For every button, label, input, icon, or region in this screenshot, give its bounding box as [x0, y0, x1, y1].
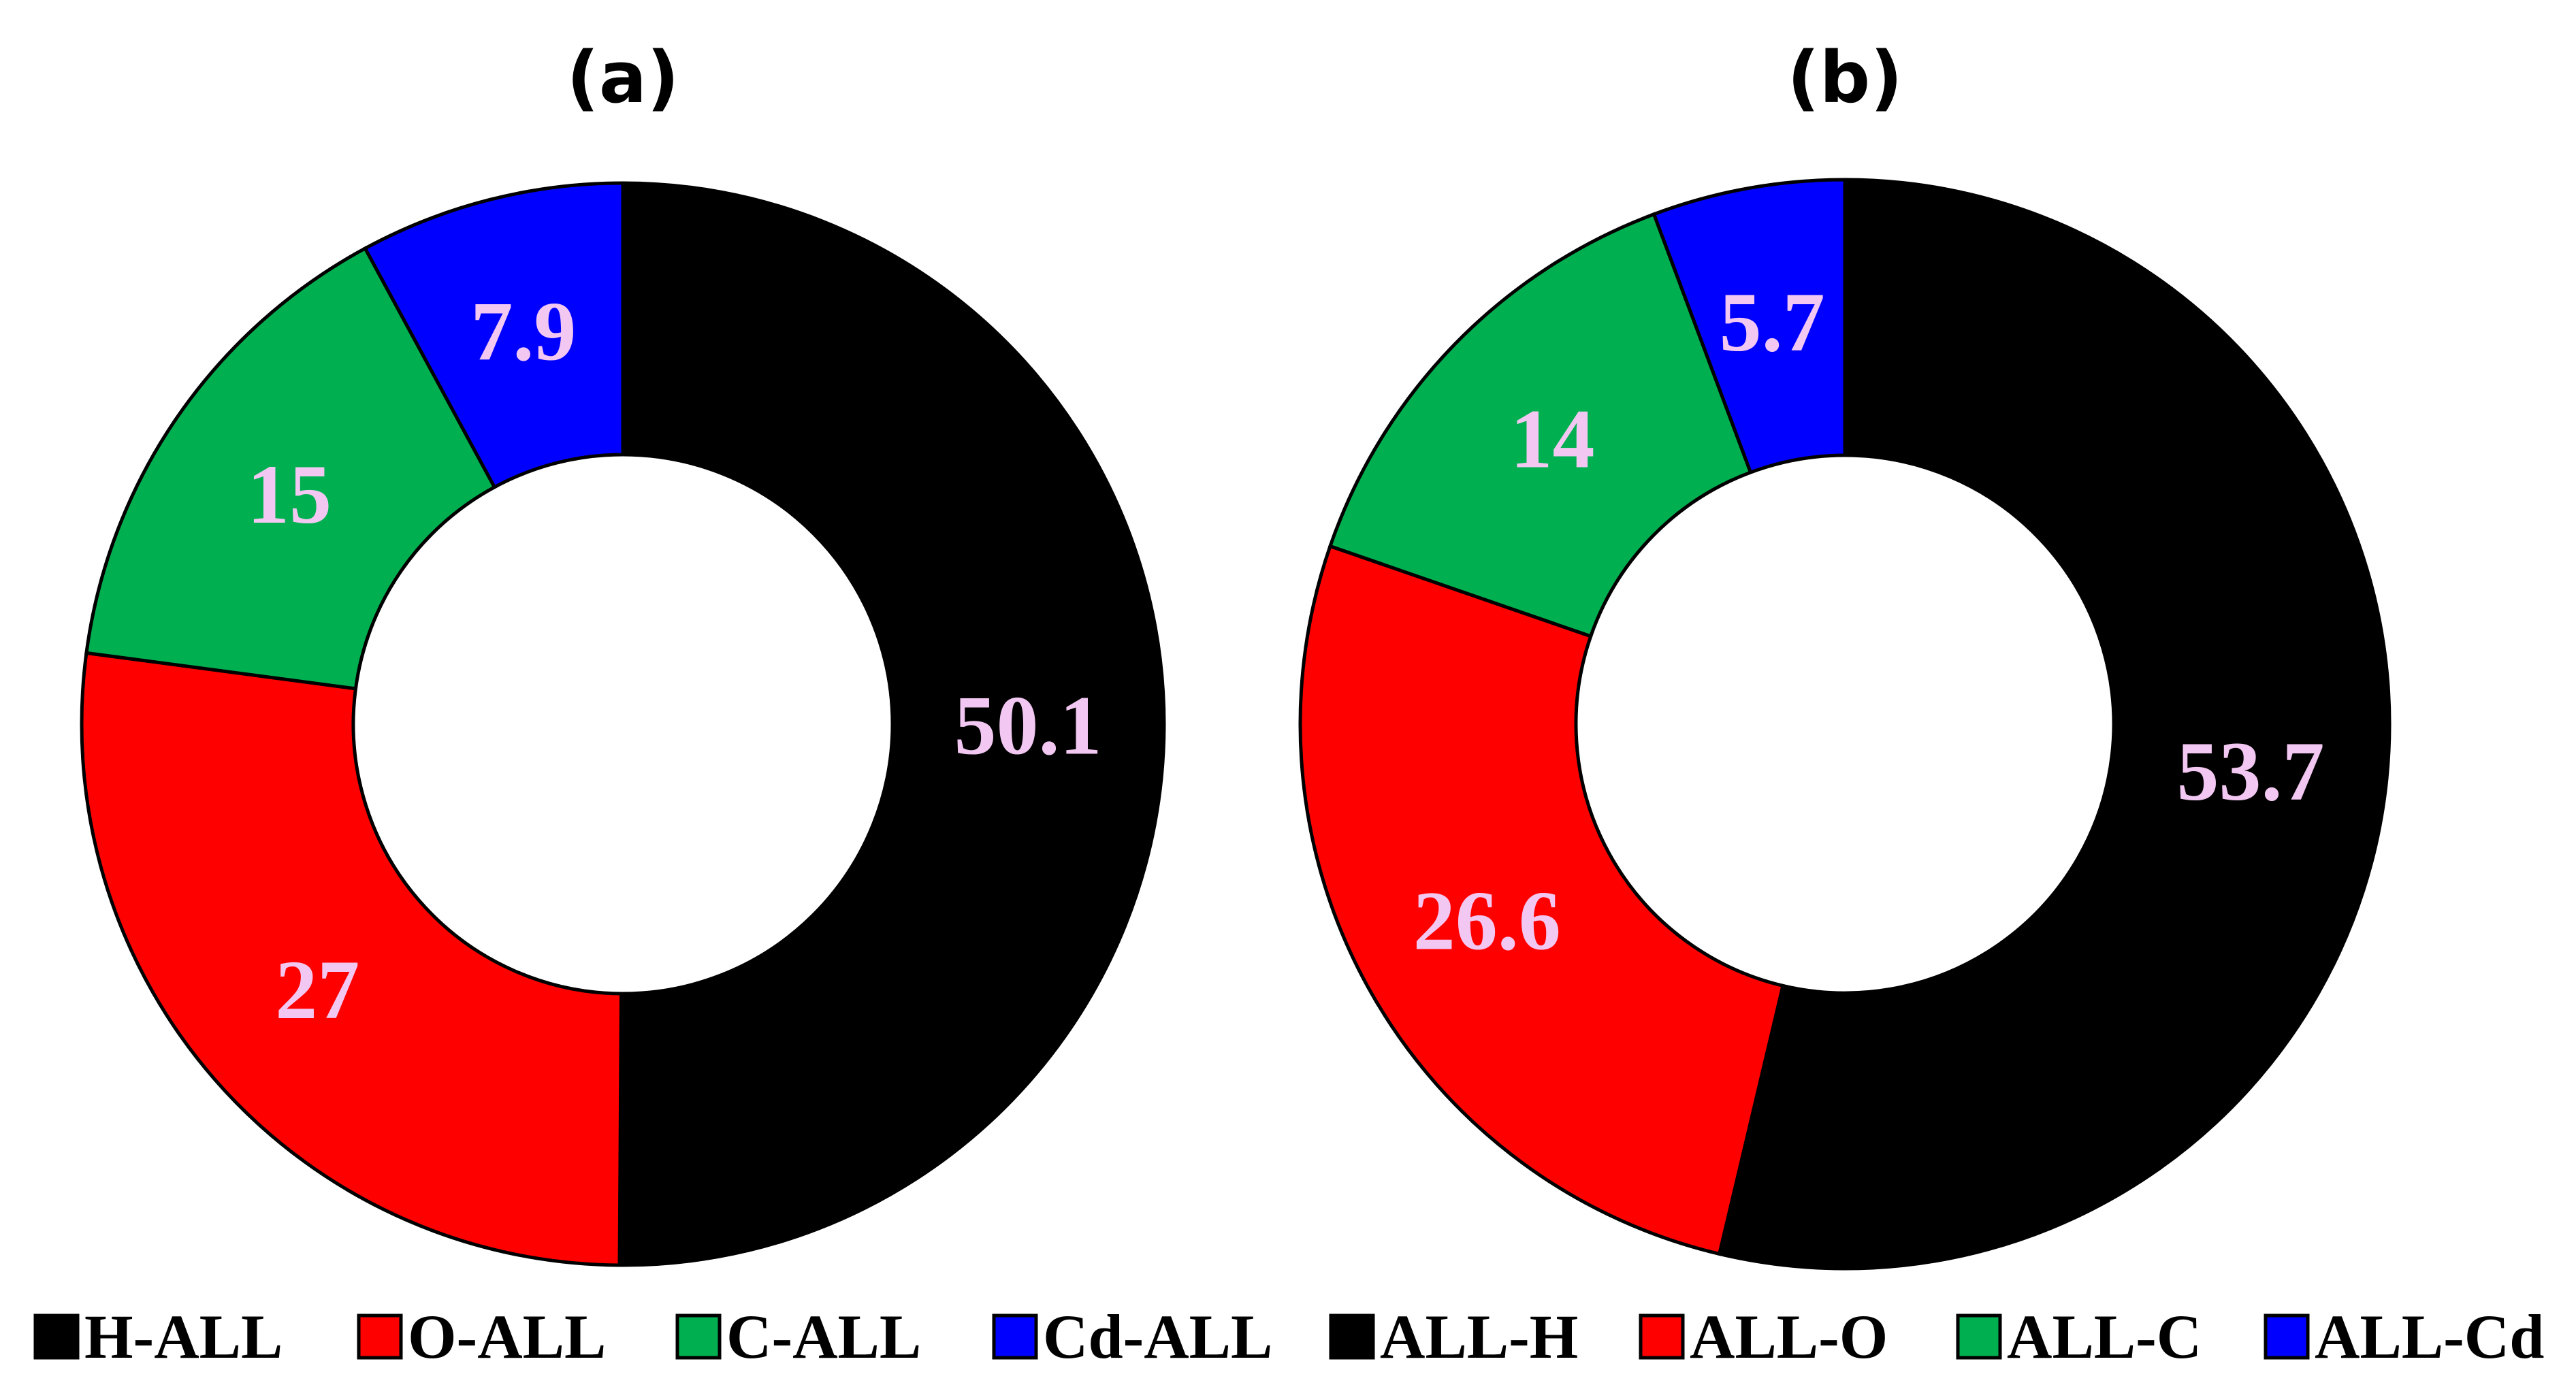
chart-a-value-label-h-all: 50.1	[954, 679, 1101, 772]
chart-b-slice-all-o	[1298, 544, 1786, 1256]
chart-a-slices	[80, 181, 1167, 1267]
legend-label: H-ALL	[84, 1302, 283, 1371]
chart-b-slice-all-cd	[1652, 178, 1847, 475]
legend-label: ALL-C	[2007, 1302, 2202, 1371]
legend-swatch	[992, 1313, 1038, 1360]
chart-b-value-labels: 53.7 26.6 14 5.7	[1413, 276, 2325, 967]
donut-chart-b: (b) 53.7 26.6 14 5.7	[1298, 36, 2392, 1271]
legend: H-ALL O-ALL C-ALL Cd-ALL ALL-H ALL-O ALL-C ALL-…	[33, 1302, 2544, 1371]
legend-item-all-c: ALL-C	[1956, 1302, 2202, 1371]
legend-label: Cd-ALL	[1043, 1302, 1272, 1371]
chart-b-slice-all-c	[1327, 212, 1753, 639]
legend-label: ALL-O	[1690, 1302, 1888, 1371]
chart-a-value-labels: 50.1 27 15 7.9	[247, 285, 1101, 1037]
chart-b-value-label-all-o: 26.6	[1413, 875, 1561, 968]
chart-b-value-label-all-c: 14	[1510, 393, 1594, 486]
donut-chart-a: (a) 50.1 27 15 7.9	[80, 36, 1167, 1267]
legend-swatch	[33, 1313, 80, 1360]
legend-item-all-cd: ALL-Cd	[2264, 1302, 2544, 1371]
legend-swatch	[1956, 1313, 2002, 1360]
legend-swatch	[1639, 1313, 1685, 1360]
chart-a-value-label-c-all: 15	[247, 448, 332, 541]
legend-swatch	[1329, 1313, 1375, 1360]
legend-label: ALL-H	[1380, 1302, 1578, 1371]
chart-a-title: (a)	[566, 36, 679, 119]
chart-a-slice-o-all	[80, 651, 624, 1267]
legend-item-cd-all: Cd-ALL	[992, 1302, 1272, 1371]
legend-item-c-all: C-ALL	[675, 1302, 921, 1371]
chart-a-slice-c-all	[84, 246, 497, 691]
chart-b-value-label-all-h: 53.7	[2176, 725, 2324, 818]
chart-a-slice-cd-all	[363, 181, 625, 490]
legend-item-all-h: ALL-H	[1329, 1302, 1578, 1371]
chart-a-slice-h-all	[617, 181, 1167, 1267]
chart-a-value-label-o-all: 27	[275, 943, 359, 1037]
legend-label: ALL-Cd	[2315, 1302, 2544, 1371]
chart-b-slices	[1298, 178, 2392, 1271]
legend-swatch	[357, 1313, 403, 1360]
legend-item-h-all: H-ALL	[33, 1302, 283, 1371]
legend-swatch	[2264, 1313, 2310, 1360]
legend-item-all-o: ALL-O	[1639, 1302, 1888, 1371]
legend-label: O-ALL	[408, 1302, 606, 1371]
legend-swatch	[675, 1313, 722, 1360]
chart-b-title: (b)	[1787, 36, 1903, 119]
legend-label: C-ALL	[726, 1302, 921, 1371]
chart-a-value-label-cd-all: 7.9	[470, 285, 576, 378]
legend-item-o-all: O-ALL	[357, 1302, 606, 1371]
chart-b-value-label-all-cd: 5.7	[1720, 276, 1825, 369]
chart-b-slice-all-h	[1717, 178, 2392, 1271]
